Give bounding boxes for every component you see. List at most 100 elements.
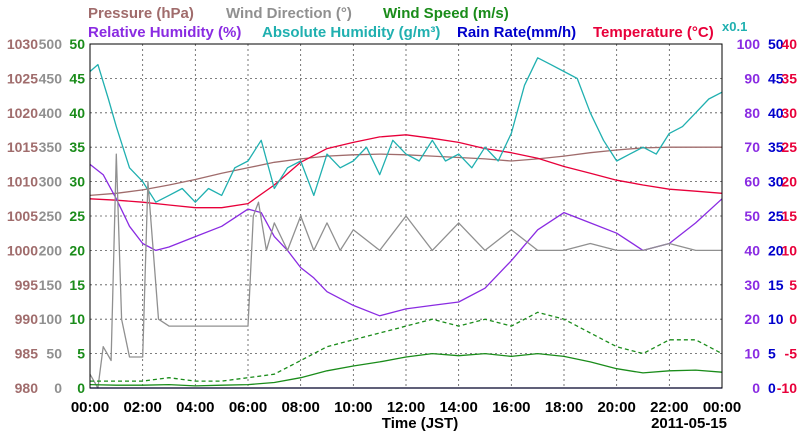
- y-tick-label-rh: 80: [744, 105, 760, 121]
- y-tick-label-wind-speed: 5: [77, 346, 85, 362]
- series-line-wind-speed-max: [90, 311, 723, 382]
- date-label: 2011-05-15: [651, 415, 727, 432]
- y-tick-label-wind-dir: 200: [39, 242, 63, 258]
- y-tick-label-pressure: 1015: [7, 139, 38, 155]
- x-tick-label: 16:00: [492, 399, 530, 416]
- y-tick-label-rain: 5: [768, 346, 776, 362]
- legend-wind-speed: Wind Speed (m/s): [383, 5, 509, 22]
- y-tick-label-wind-speed: 30: [69, 174, 85, 190]
- legend-relative-humidity: Relative Humidity (%): [88, 24, 241, 41]
- y-tick-label-wind-speed: 20: [69, 242, 85, 258]
- y-tick-label-wind-speed: 0: [77, 380, 85, 396]
- series-line-rh: [89, 163, 723, 317]
- y-tick-label-rain: 10: [768, 311, 784, 327]
- x-tick-label: 06:00: [229, 399, 267, 416]
- x-tick-label: 08:00: [281, 399, 319, 416]
- y-tick-label-temp: 25: [781, 139, 797, 155]
- legend-temperature: Temperature (°C): [593, 24, 714, 41]
- y-tick-label-rain: 20: [768, 242, 784, 258]
- y-tick-label-pressure: 995: [15, 277, 39, 293]
- series-line-wind-speed-avg: [89, 352, 723, 387]
- y-tick-label-wind-dir: 450: [39, 70, 63, 86]
- x-tick-label: 14:00: [439, 399, 477, 416]
- axis-labels: 00:00 02:00 04:00 06:00 08:00 10:00 12:00 14:00…: [7, 36, 797, 416]
- x-tick-label: 00:00: [703, 399, 741, 416]
- y-tick-label-rain: 0: [768, 380, 776, 396]
- y-tick-label-wind-speed: 35: [69, 139, 85, 155]
- x-tick-label: 04:00: [176, 399, 214, 416]
- series-line-wind-dir: [89, 153, 722, 389]
- y-tick-label-temp: -5: [785, 346, 798, 362]
- y-tick-label-rain: 50: [768, 36, 784, 52]
- y-tick-label-rh: 50: [744, 208, 760, 224]
- y-tick-label-wind-dir: 350: [39, 139, 63, 155]
- y-tick-label-rh: 70: [744, 139, 760, 155]
- y-tick-label-wind-speed: 40: [69, 105, 85, 121]
- series-line-temp: [89, 134, 723, 209]
- y-tick-label-pressure: 985: [15, 346, 39, 362]
- legend-absolute-humidity: Absolute Humidity (g/m³): [262, 24, 440, 41]
- grid: [90, 44, 722, 388]
- x-tick-label: 22:00: [650, 399, 688, 416]
- y-tick-label-temp: 30: [781, 105, 797, 121]
- y-tick-label-rain: 45: [768, 70, 784, 86]
- y-tick-label-rain: 35: [768, 139, 784, 155]
- y-tick-label-rh: 30: [744, 277, 760, 293]
- y-tick-label-wind-speed: 45: [69, 70, 85, 86]
- y-tick-label-rain: 40: [768, 105, 784, 121]
- x-tick-label: 20:00: [597, 399, 635, 416]
- x-tick-label: 12:00: [387, 399, 425, 416]
- y-tick-label-wind-speed: 50: [69, 36, 85, 52]
- y-tick-label-pressure: 1030: [7, 36, 38, 52]
- y-tick-label-wind-dir: 100: [39, 311, 63, 327]
- y-tick-label-pressure: 990: [15, 311, 39, 327]
- y-tick-label-rain: 15: [768, 277, 784, 293]
- y-tick-label-wind-dir: 150: [39, 277, 63, 293]
- y-tick-label-pressure: 1010: [7, 174, 38, 190]
- x-tick-label: 02:00: [123, 399, 161, 416]
- y-tick-label-temp: -10: [777, 380, 797, 396]
- y-tick-label-temp: 15: [781, 208, 797, 224]
- y-tick-label-wind-speed: 25: [69, 208, 85, 224]
- y-tick-label-wind-speed: 10: [69, 311, 85, 327]
- y-tick-label-temp: 0: [789, 311, 797, 327]
- legend-rain-rate: Rain Rate(mm/h): [457, 24, 576, 41]
- y-tick-label-temp: 5: [789, 277, 797, 293]
- y-tick-label-wind-dir: 0: [54, 380, 62, 396]
- plot-frame: [89, 43, 723, 389]
- y-tick-label-temp: 40: [781, 36, 797, 52]
- y-tick-label-rh: 60: [744, 174, 760, 190]
- x-tick-label: 00:00: [71, 399, 109, 416]
- y-tick-label-pressure: 1025: [7, 70, 38, 86]
- y-tick-label-pressure: 1005: [7, 208, 38, 224]
- y-tick-label-temp: 10: [781, 242, 797, 258]
- y-tick-label-rh: 90: [744, 70, 760, 86]
- x-tick-label: 10:00: [334, 399, 372, 416]
- y-tick-label-pressure: 980: [15, 380, 39, 396]
- y-tick-label-rh: 10: [744, 346, 760, 362]
- y-tick-label-wind-speed: 15: [69, 277, 85, 293]
- legend-pressure: Pressure (hPa): [88, 5, 194, 22]
- legend-wind-direction: Wind Direction (°): [226, 5, 352, 22]
- y-tick-label-wind-dir: 500: [39, 36, 63, 52]
- y-tick-label-wind-dir: 50: [46, 346, 62, 362]
- y-tick-label-wind-dir: 250: [39, 208, 63, 224]
- y-tick-label-wind-dir: 400: [39, 105, 63, 121]
- y-tick-label-rain: 25: [768, 208, 784, 224]
- series-line-ah: [89, 57, 723, 203]
- y-tick-label-pressure: 1000: [7, 242, 38, 258]
- y-tick-label-wind-dir: 300: [39, 174, 63, 190]
- y-tick-label-rh: 40: [744, 242, 760, 258]
- y-tick-label-rh: 0: [752, 380, 760, 396]
- y-tick-label-temp: 20: [781, 174, 797, 190]
- y-tick-label-rh: 20: [744, 311, 760, 327]
- y-tick-label-pressure: 1020: [7, 105, 38, 121]
- x-tick-label: 18:00: [545, 399, 583, 416]
- y-tick-label-rain: 30: [768, 174, 784, 190]
- legend-x01: x0.1: [722, 19, 747, 34]
- x-axis-label: Time (JST): [382, 415, 458, 432]
- y-tick-label-rh: 100: [737, 36, 761, 52]
- y-tick-label-temp: 35: [781, 70, 797, 86]
